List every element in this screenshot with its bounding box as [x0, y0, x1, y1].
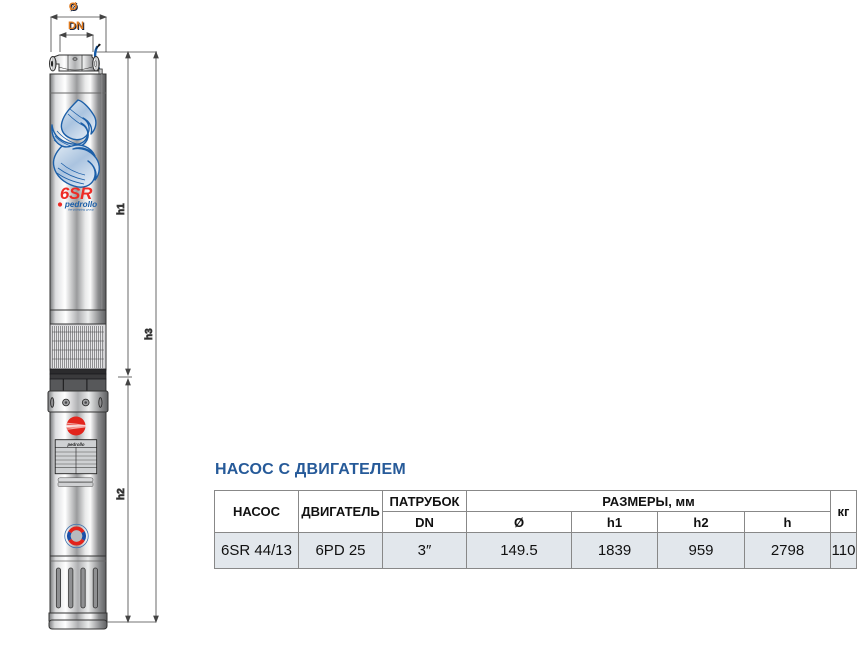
- svg-text:h1: h1: [116, 203, 127, 215]
- svg-text:DN: DN: [68, 20, 84, 32]
- svg-text:the pumping group: the pumping group: [68, 208, 94, 212]
- svg-text:h3: h3: [144, 328, 155, 340]
- svg-text:pedrollo: pedrollo: [67, 442, 85, 447]
- svg-text:Ø: Ø: [69, 1, 78, 13]
- svg-text:h2: h2: [116, 488, 127, 500]
